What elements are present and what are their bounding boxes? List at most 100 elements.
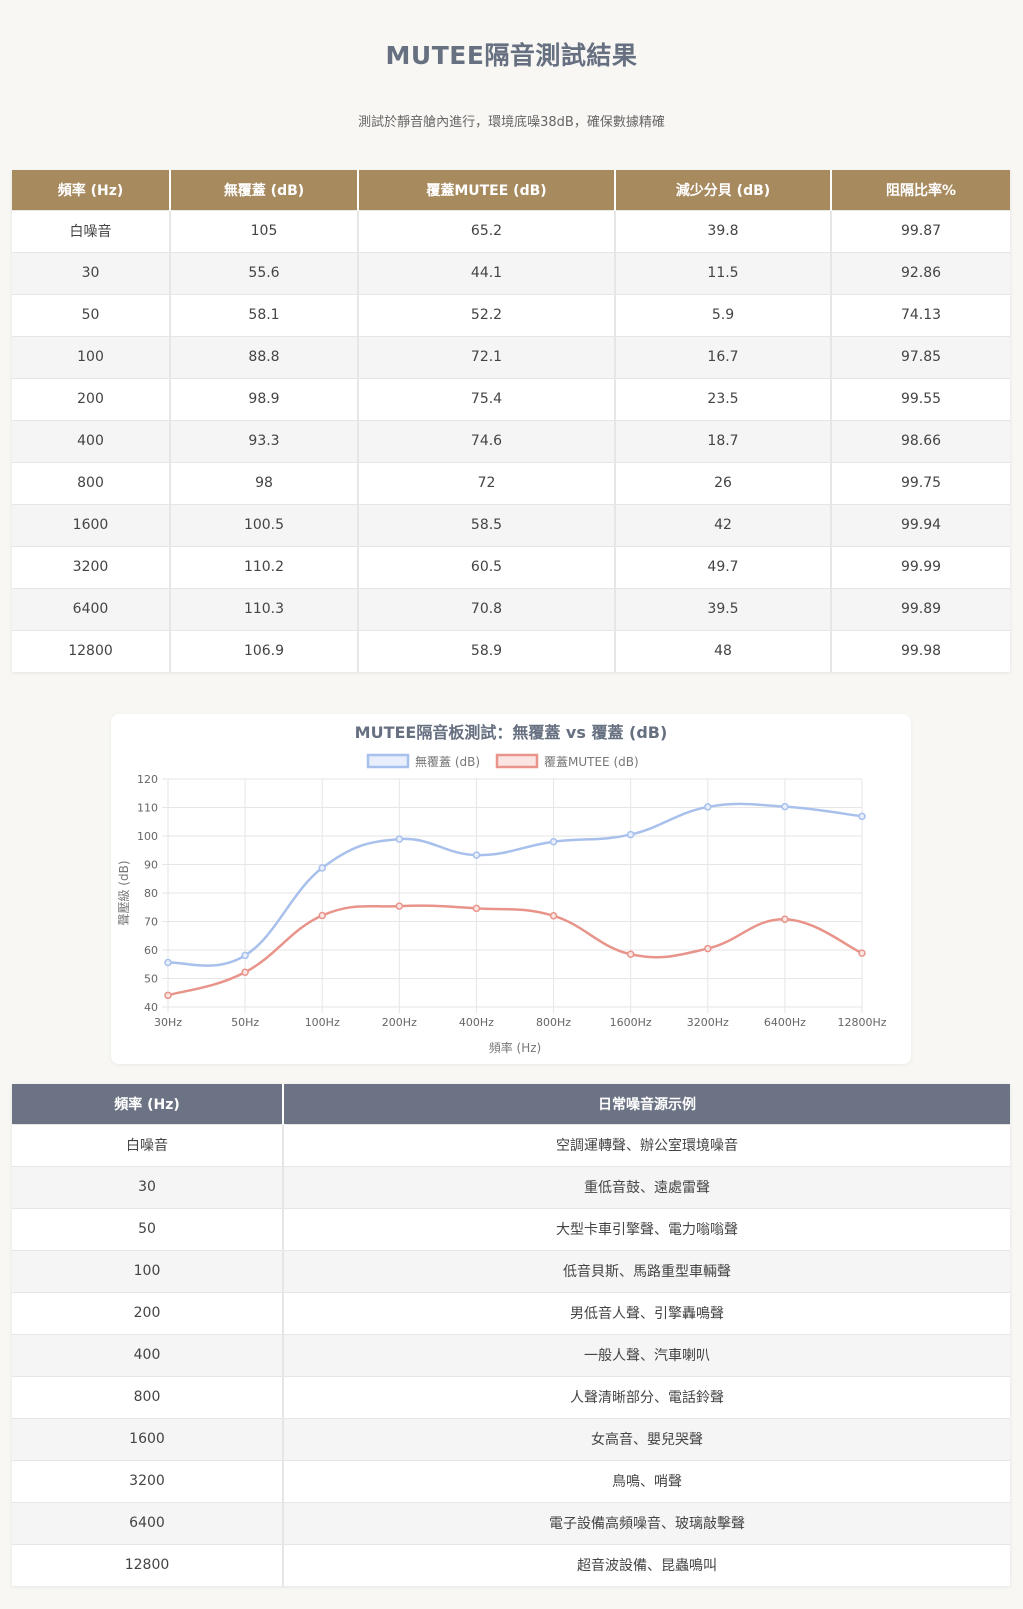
results-header-cell: 頻率 (Hz) [12,170,171,210]
results-row: 100 88.8 72.1 16.7 97.85 [12,335,1010,378]
noise-row: 12800 超音波設備、昆蟲鳴叫 [12,1543,1010,1586]
y-axis-title: 聲壓級 (dB) [116,860,131,925]
noise-row-cell: 人聲清晰部分、電話鈴聲 [283,1375,1010,1418]
noise-row: 白噪音 空調運轉聲、辦公室環境噪音 [12,1123,1010,1166]
results-row: 400 93.3 74.6 18.7 98.66 [12,419,1010,462]
results-row-cell: 58.1 [170,293,359,336]
noise-row-cell: 50 [12,1207,284,1250]
noise-row: 1600 女高音、嬰兒哭聲 [12,1417,1010,1460]
results-row-cell: 23.5 [615,377,832,420]
results-row-cell: 97.85 [831,335,1010,378]
y-tick-label: 60 [144,944,158,957]
results-row-cell: 60.5 [358,545,616,588]
results-row-cell: 99.55 [831,377,1010,420]
y-tick-label: 80 [144,887,158,900]
series-line-0 [167,802,863,967]
data-point-0 [858,812,866,821]
legend-label: 覆蓋MUTEE (dB) [544,755,639,769]
results-row-cell: 6400 [12,587,171,630]
x-axis-title: 頻率 (Hz) [489,1040,542,1055]
results-row-cell: 99.94 [831,503,1010,546]
legend-swatch [366,753,410,769]
page-title: MUTEE隔音測試結果 [385,41,638,70]
results-row-cell: 99.98 [831,629,1010,672]
y-tick-label: 100 [137,830,158,843]
x-tick-label: 100Hz [305,1016,340,1029]
results-row-cell: 3200 [12,545,171,588]
results-row-cell: 72.1 [358,335,616,378]
noise-row-cell: 12800 [12,1543,284,1586]
noise-row-cell: 低音貝斯、馬路重型車輛聲 [283,1249,1010,1292]
results-row-cell: 44.1 [358,251,616,294]
results-row-cell: 99.87 [831,209,1010,252]
data-point-1 [241,968,249,976]
noise-row-cell: 電子設備高頻噪音、玻璃敲擊聲 [283,1501,1010,1544]
noise-row: 800 人聲清晰部分、電話鈴聲 [12,1375,1010,1418]
results-row-cell: 65.2 [358,209,616,252]
noise-row-cell: 3200 [12,1459,284,1502]
series-line-1 [167,904,863,997]
data-point-1 [549,912,558,920]
chart-card: MUTEE隔音板測試：無覆蓋 vs 覆蓋 (dB) 無覆蓋 (dB) 覆蓋MUTEE… [111,714,911,1064]
noise-row-cell: 男低音人聲、引擎轟鳴聲 [283,1291,1010,1334]
results-row-cell: 58.9 [358,629,616,672]
results-row-cell: 52.2 [358,293,616,336]
results-row-cell: 42 [615,503,832,546]
results-row-cell: 50 [12,293,171,336]
legend-swatch [495,753,539,769]
x-tick-label: 6400Hz [764,1016,806,1029]
results-row-cell: 98.66 [831,419,1010,462]
noise-row-cell: 30 [12,1165,284,1208]
noise-row: 200 男低音人聲、引擎轟鳴聲 [12,1291,1010,1334]
results-row-cell: 88.8 [170,335,359,378]
results-header-cell: 無覆蓋 (dB) [170,170,359,210]
data-point-0 [164,958,172,967]
results-row-cell: 74.6 [358,419,616,462]
results-row-cell: 99.99 [831,545,1010,588]
noise-row-cell: 一般人聲、汽車喇叭 [283,1333,1010,1376]
data-point-0 [395,835,404,843]
data-point-0 [549,837,558,846]
noise-row-cell: 800 [12,1375,284,1418]
results-header-cell: 覆蓋MUTEE (dB) [358,170,616,210]
results-row-cell: 93.3 [170,419,359,462]
results-row: 6400 110.3 70.8 39.5 99.89 [12,587,1010,630]
results-row-cell: 11.5 [615,251,832,294]
y-tick-label: 50 [144,973,158,986]
data-point-0 [704,803,712,811]
x-tick-label: 50Hz [231,1016,259,1029]
results-row: 3200 110.2 60.5 49.7 99.99 [12,545,1010,588]
results-row-cell: 105 [170,209,359,252]
noise-row: 50 大型卡車引擎聲、電力嗡嗡聲 [12,1207,1010,1250]
results-row-cell: 99.89 [831,587,1010,630]
noise-header-cell: 頻率 (Hz) [12,1084,284,1124]
noise-row-cell: 大型卡車引擎聲、電力嗡嗡聲 [283,1207,1010,1250]
x-tick-label: 800Hz [536,1016,571,1029]
results-row-cell: 18.7 [615,419,832,462]
results-row-cell: 49.7 [615,545,832,588]
results-row: 白噪音 105 65.2 39.8 99.87 [12,209,1010,252]
results-header-cell: 阻隔比率% [831,170,1010,210]
data-point-1 [626,950,635,959]
results-row-cell: 200 [12,377,171,420]
results-row-cell: 92.86 [831,251,1010,294]
x-tick-label: 30Hz [154,1016,182,1029]
data-point-1 [164,991,172,1000]
results-row-cell: 5.9 [615,293,832,336]
noise-row: 6400 電子設備高頻噪音、玻璃敲擊聲 [12,1501,1010,1544]
results-row-cell: 16.7 [615,335,832,378]
results-row: 200 98.9 75.4 23.5 99.55 [12,377,1010,420]
noise-header-row: 頻率 (Hz) 日常噪音源示例 [12,1084,1010,1124]
noise-row-cell: 6400 [12,1501,284,1544]
noise-source-table: 頻率 (Hz) 日常噪音源示例 白噪音 空調運轉聲、辦公室環境噪音 30 重低音鼓、遠… [12,1084,1010,1586]
results-row-cell: 400 [12,419,171,462]
results-row-cell: 30 [12,251,171,294]
results-row-cell: 110.2 [170,545,359,588]
y-tick-label: 90 [144,859,158,872]
noise-row-cell: 空調運轉聲、辦公室環境噪音 [283,1123,1010,1166]
noise-row-cell: 重低音鼓、遠處雷聲 [283,1165,1010,1208]
noise-row-cell: 100 [12,1249,284,1292]
data-point-0 [626,830,635,839]
noise-header-cell: 日常噪音源示例 [283,1084,1010,1124]
results-row-cell: 800 [12,461,171,504]
